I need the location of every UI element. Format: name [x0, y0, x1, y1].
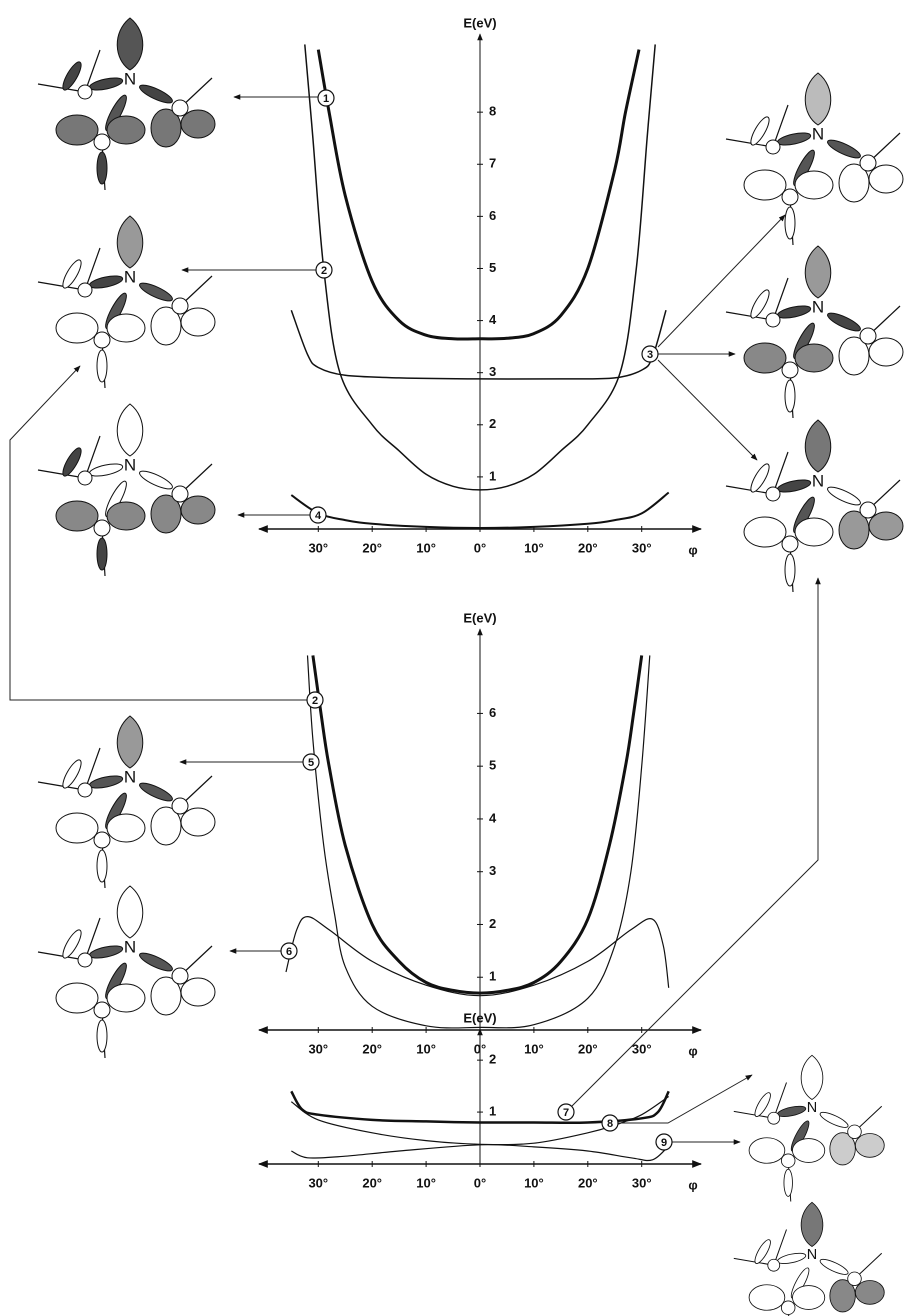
connector — [657, 214, 786, 348]
y-tick-label: 2 — [489, 1052, 496, 1067]
x-tick-label: 20° — [362, 1041, 382, 1056]
x-tick-label: 10° — [416, 1041, 436, 1056]
curve-label: 7 — [557, 1103, 575, 1121]
curve — [285, 915, 670, 997]
y-tick-label: 2 — [489, 416, 496, 431]
curve — [290, 309, 667, 380]
curve-label: 8 — [601, 1114, 619, 1132]
curve — [306, 655, 651, 1029]
atom-label: N — [812, 124, 824, 143]
x-axis-label: φ — [688, 1177, 697, 1192]
y-tick-label: 5 — [489, 260, 496, 275]
series-name: 2 — [321, 265, 327, 277]
y-tick-label: 2 — [489, 916, 496, 931]
series-name: 2 — [312, 695, 318, 707]
atom-label: N — [124, 937, 136, 956]
x-tick-label: 10° — [524, 540, 544, 555]
y-tick-label: 6 — [489, 208, 496, 223]
orbital-diagram: N — [37, 17, 216, 191]
series-name: 9 — [661, 1137, 667, 1149]
curve-label: 4 — [309, 506, 327, 524]
y-axis-label: E(eV) — [463, 15, 496, 30]
curve — [290, 1090, 670, 1125]
y-axis-label: E(eV) — [463, 610, 496, 625]
y-tick-label: 3 — [489, 364, 496, 379]
x-tick-label: 10° — [416, 1175, 436, 1190]
orbital-diagram: N — [37, 715, 216, 889]
curve-label: 6 — [280, 942, 298, 960]
y-tick-label: 5 — [489, 758, 496, 773]
y-tick-label: 4 — [489, 810, 497, 825]
series-name: 8 — [607, 1118, 613, 1130]
curve-label: 9 — [655, 1133, 673, 1151]
y-axis-label: E(eV) — [463, 1010, 496, 1025]
atom-label: N — [124, 267, 136, 286]
connector — [9, 365, 307, 701]
orbital-diagram: N — [37, 215, 216, 389]
atom-label: N — [124, 69, 136, 88]
series-name: 4 — [315, 510, 322, 522]
connector — [657, 359, 758, 461]
y-tick-label: 7 — [489, 156, 496, 171]
series-name: 7 — [563, 1107, 569, 1119]
x-tick-label: 10° — [524, 1041, 544, 1056]
x-tick-label: 30° — [632, 1041, 652, 1056]
orbital-diagram: N — [733, 1201, 885, 1316]
orbital-diagram: N — [725, 72, 904, 246]
atom-label: N — [807, 1247, 817, 1263]
atom-label: N — [807, 1100, 817, 1116]
y-tick-label: 1 — [489, 969, 496, 984]
curve-label: 3 — [641, 345, 659, 363]
y-tick-label: 6 — [489, 705, 496, 720]
atom-label: N — [124, 455, 136, 474]
y-tick-label: 1 — [489, 1104, 496, 1119]
series-name: 3 — [647, 349, 653, 361]
x-tick-label: 10° — [416, 540, 436, 555]
curve-label: 2 — [315, 261, 333, 279]
curve-label: 2 — [306, 691, 324, 709]
curve — [316, 49, 641, 341]
x-tick-label: 20° — [578, 1041, 598, 1056]
connector — [618, 1074, 753, 1124]
x-axis-label: φ — [688, 1043, 697, 1058]
x-tick-label: 30° — [308, 1041, 328, 1056]
curve-label: 5 — [302, 753, 320, 771]
x-tick-label: 20° — [578, 1175, 598, 1190]
x-tick-label: 0° — [474, 540, 486, 555]
y-tick-label: 1 — [489, 468, 496, 483]
connector — [571, 577, 821, 1107]
curve-label: 1 — [317, 89, 335, 107]
x-tick-label: 0° — [474, 1175, 486, 1190]
y-tick-label: 3 — [489, 863, 496, 878]
x-tick-label: 20° — [362, 540, 382, 555]
x-tick-label: 10° — [524, 1175, 544, 1190]
x-tick-label: 30° — [308, 540, 328, 555]
atom-label: N — [812, 471, 824, 490]
atom-label: N — [812, 297, 824, 316]
orbital-diagram: N — [37, 403, 216, 577]
orbital-diagram: N — [725, 245, 904, 419]
x-tick-label: 30° — [632, 1175, 652, 1190]
y-tick-label: 4 — [489, 312, 497, 327]
series-name: 5 — [308, 757, 314, 769]
curve — [291, 1144, 670, 1162]
curve — [290, 491, 670, 530]
orbital-diagram: N — [37, 885, 216, 1059]
orbital-diagram: N — [733, 1054, 885, 1203]
curve — [311, 655, 644, 995]
series-name: 1 — [323, 93, 329, 105]
orbital-diagram: N — [725, 419, 904, 593]
curve — [304, 44, 656, 491]
series-name: 6 — [286, 946, 292, 958]
x-tick-label: 20° — [362, 1175, 382, 1190]
x-tick-label: 30° — [308, 1175, 328, 1190]
atom-label: N — [124, 767, 136, 786]
x-tick-label: 20° — [578, 540, 598, 555]
y-tick-label: 8 — [489, 104, 496, 119]
x-tick-label: 30° — [632, 540, 652, 555]
x-axis-label: φ — [688, 542, 697, 557]
